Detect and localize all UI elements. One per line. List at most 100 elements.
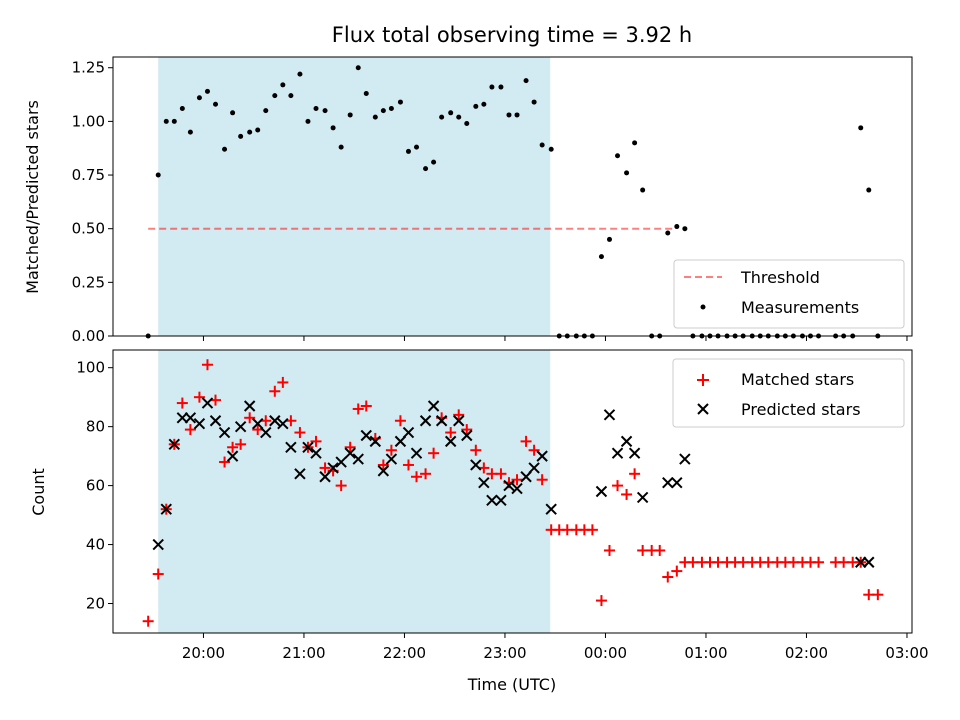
predicted-star-point (201, 397, 214, 409)
predicted-star-point (453, 415, 465, 427)
measurement-point (372, 114, 378, 120)
measurement-point (255, 127, 261, 133)
predicted-star-point (377, 465, 390, 477)
bottom-y-axis-label: Count (29, 468, 48, 516)
x-tick-label: 02:00 (785, 644, 828, 662)
matched-star-point (511, 474, 523, 486)
predicted-star-point (611, 447, 624, 459)
measurement-point (539, 142, 545, 148)
matched-star-point (193, 391, 205, 403)
matched-star-point (520, 435, 532, 447)
bottom-legend-box (672, 358, 905, 428)
matched-star-point (495, 468, 507, 480)
predicted-star-point (636, 491, 649, 504)
predicted-star-point (243, 400, 256, 412)
measurement-point (230, 110, 236, 116)
predicted-star-point (319, 471, 331, 483)
top-y-tick-label: 0.50 (72, 220, 105, 238)
predicted-star-point (394, 435, 407, 448)
top-y-axis-label: Matched/Predicted stars (23, 100, 42, 294)
measurement-point (238, 133, 244, 139)
x-tick-label: 23:00 (483, 644, 526, 662)
measurement-point (640, 187, 646, 193)
x-tick-label: 00:00 (584, 644, 627, 662)
matched-star-point (176, 397, 188, 409)
predicted-star-point (435, 415, 448, 427)
matched-star-point (813, 556, 825, 568)
bottom-plot-frame (112, 349, 913, 634)
bottom-marks (142, 359, 884, 627)
matched-star-point (478, 462, 490, 474)
top-y-tick-label: 1.00 (72, 112, 105, 130)
predicted-star-point (620, 435, 633, 448)
measurement-point (456, 114, 462, 120)
matched-star-point (227, 441, 239, 453)
matched-star-point (310, 435, 322, 447)
bottom-shaded-interval (158, 350, 551, 633)
predicted-star-point (352, 453, 364, 465)
predicted-star-point (285, 441, 297, 453)
chart-title: Flux total observing time = 3.92 h (332, 23, 692, 47)
matched-star-point (385, 444, 397, 456)
measurement-point (439, 114, 445, 120)
predicted-star-point (294, 468, 306, 480)
matched-star-point (603, 544, 615, 556)
measurement-point (179, 106, 185, 112)
matched-star-point (184, 424, 196, 436)
predicted-star-point (344, 447, 356, 459)
top-legend: Threshold Measurements (673, 259, 905, 329)
predicted-star-point (595, 485, 608, 498)
predicted-star-point (461, 429, 473, 442)
top-panel: 0.00 0.25 0.50 0.75 1.00 1.25 Matched/Predict… (23, 56, 913, 345)
measurement-point (171, 118, 177, 124)
matched-star-point (461, 424, 473, 436)
legend-predicted-label: Predicted stars (741, 400, 861, 419)
measurement-point (674, 224, 680, 230)
bottom-panel: 20 40 60 80 100 20:00 21:00 22:00 23:00 00:00 01:… (29, 349, 929, 694)
predicted-star-point (470, 459, 482, 471)
bottom-legend: Matched stars Predicted stars (672, 358, 905, 428)
matched-star-point (210, 394, 222, 406)
predicted-star-point (184, 412, 197, 424)
top-shaded-interval (158, 57, 551, 336)
predicted-star-point (520, 471, 532, 483)
top-y-tick-label: 0.25 (72, 273, 105, 291)
measurement-point (272, 93, 278, 99)
predicted-star-point (478, 476, 490, 489)
measurement-point (163, 118, 169, 124)
matched-star-point (377, 459, 389, 471)
x-axis-label: Time (UTC) (467, 675, 556, 694)
bottom-y-ticks: 20 40 60 80 100 (76, 359, 113, 613)
matched-star-point (269, 385, 281, 397)
bottom-y-tick-label: 80 (86, 418, 105, 436)
matched-star-point (629, 468, 641, 480)
predicted-star-point (193, 417, 206, 430)
measurement-point (288, 93, 294, 99)
predicted-star-point (536, 450, 548, 462)
measurement-point (598, 254, 604, 260)
predicted-star-point (511, 482, 523, 495)
predicted-star-point (545, 503, 557, 515)
measurement-point (204, 88, 210, 94)
legend-matched-swatch (697, 374, 709, 386)
measurement-point (606, 236, 612, 242)
measurement-point (431, 159, 437, 165)
predicted-star-point (444, 435, 457, 448)
matched-star-point (621, 488, 633, 500)
predicted-star-point (335, 456, 347, 468)
predicted-star-point (168, 438, 181, 451)
predicted-star-point (427, 400, 440, 412)
measurement-point (858, 125, 864, 131)
measurement-point (187, 129, 193, 135)
predicted-star-point (234, 420, 247, 433)
matched-star-point (470, 444, 482, 456)
matched-star-point (536, 474, 548, 486)
measurement-point (247, 129, 253, 135)
measurement-point (448, 110, 454, 116)
top-y-tick-label: 1.25 (72, 59, 105, 77)
measurement-point (155, 172, 161, 178)
top-y-tick-label: 0.00 (72, 327, 105, 345)
matched-star-point (453, 409, 465, 421)
bottom-y-tick-label: 40 (86, 536, 105, 554)
